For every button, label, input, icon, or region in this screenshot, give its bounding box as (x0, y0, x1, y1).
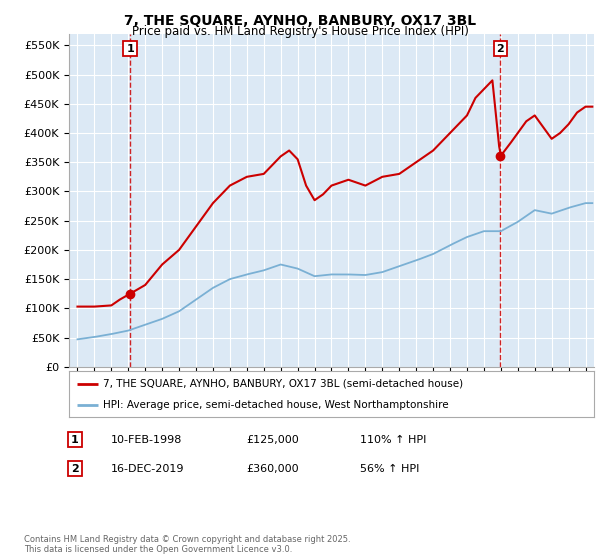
Text: 2: 2 (71, 464, 79, 474)
Text: HPI: Average price, semi-detached house, West Northamptonshire: HPI: Average price, semi-detached house,… (103, 400, 449, 410)
Text: 1: 1 (126, 44, 134, 54)
Text: 56% ↑ HPI: 56% ↑ HPI (360, 464, 419, 474)
Text: 7, THE SQUARE, AYNHO, BANBURY, OX17 3BL (semi-detached house): 7, THE SQUARE, AYNHO, BANBURY, OX17 3BL … (103, 379, 463, 389)
Text: Contains HM Land Registry data © Crown copyright and database right 2025.
This d: Contains HM Land Registry data © Crown c… (24, 535, 350, 554)
Text: £125,000: £125,000 (246, 435, 299, 445)
Text: 16-DEC-2019: 16-DEC-2019 (111, 464, 185, 474)
Text: 110% ↑ HPI: 110% ↑ HPI (360, 435, 427, 445)
Text: 2: 2 (496, 44, 504, 54)
Text: 1: 1 (71, 435, 79, 445)
Text: Price paid vs. HM Land Registry's House Price Index (HPI): Price paid vs. HM Land Registry's House … (131, 25, 469, 38)
Text: 7, THE SQUARE, AYNHO, BANBURY, OX17 3BL: 7, THE SQUARE, AYNHO, BANBURY, OX17 3BL (124, 14, 476, 28)
Text: £360,000: £360,000 (246, 464, 299, 474)
Text: 10-FEB-1998: 10-FEB-1998 (111, 435, 182, 445)
